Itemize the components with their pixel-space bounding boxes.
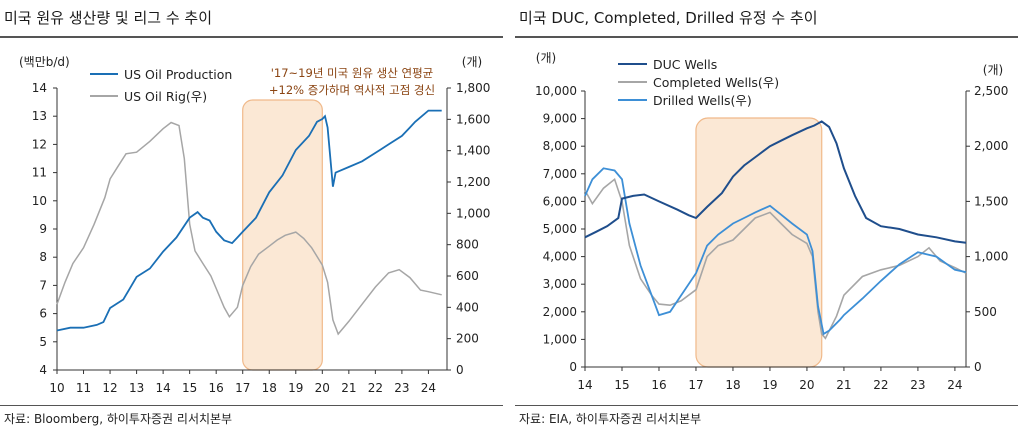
left-y-tick-label: 10 <box>32 194 47 208</box>
right-y-tick-label: 2,000 <box>974 139 1008 153</box>
left-y-tick-label: 9,000 <box>543 112 577 126</box>
us-oil-rig-line <box>56 121 442 336</box>
right-y-tick-label: 800 <box>456 238 479 252</box>
legend-right: DUC Wells Completed Wells(우) Drilled Wel… <box>618 57 779 108</box>
right-y-tick-label: 500 <box>974 305 997 319</box>
legend-label-completed: Completed Wells(우) <box>653 75 779 90</box>
left-y-tick-label: 6,000 <box>543 194 577 208</box>
right-chart-axes: 0 1,000 2,000 3,000 4,000 5,000 6,000 7,000 8,00… <box>535 84 1008 392</box>
left-y-tick-label: 13 <box>32 109 47 123</box>
right-source-note: 자료: EIA, 하이투자증권 리서치본부 <box>519 412 702 426</box>
right-y-tick-label: 1,500 <box>974 194 1008 208</box>
left-y-unit: (백만b/d) <box>19 55 70 69</box>
left-y-tick-label: 5,000 <box>543 222 577 236</box>
left-y-tick-label: 4,000 <box>543 250 577 264</box>
left-y-tick-label: 9 <box>39 222 47 236</box>
right-title-rule <box>515 36 1018 38</box>
left-y-tick-label: 2,000 <box>543 305 577 319</box>
left-y-tick-label: 1,000 <box>543 332 577 346</box>
x-tick-label: 14 <box>577 378 592 392</box>
legend-label-production: US Oil Production <box>124 67 232 82</box>
right-panel-right-y-unit: (개) <box>983 63 1003 77</box>
right-y-tick-label: 2,500 <box>974 84 1008 98</box>
x-tick-label: 17 <box>235 381 250 395</box>
x-tick-label: 17 <box>688 378 703 392</box>
annotation-line-1: '17~19년 미국 원유 생산 연평균 <box>271 66 434 80</box>
right-y-tick-label: 0 <box>456 363 464 377</box>
x-tick-label: 23 <box>910 378 925 392</box>
right-y-tick-label: 200 <box>456 332 479 346</box>
annotation-line-2: +12% 증가하며 역사적 고점 경신 <box>269 83 435 97</box>
x-tick-label: 22 <box>368 381 383 395</box>
x-tick-label: 22 <box>873 378 888 392</box>
right-y-tick-label: 1,600 <box>456 112 490 126</box>
highlight-band-2017-2019 <box>242 99 323 371</box>
left-y-tick-label: 12 <box>32 137 47 151</box>
drilled-wells-line <box>584 167 967 336</box>
duc-wells-line <box>584 120 967 244</box>
x-tick-label: 15 <box>614 378 629 392</box>
x-tick-label: 19 <box>288 381 303 395</box>
left-y-tick-label: 8 <box>39 250 47 264</box>
x-tick-label: 16 <box>209 381 224 395</box>
left-y-tick-label: 14 <box>32 81 47 95</box>
left-chart-axes: 4 5 6 7 8 9 10 11 12 13 14 0 200 400 600 800 1,000 1,200 1… <box>32 81 491 395</box>
right-y-tick-label: 0 <box>974 360 982 374</box>
right-y-tick-label: 1,000 <box>456 206 490 220</box>
duc-completed-drilled-chart: 0 1,000 2,000 3,000 4,000 5,000 6,000 7,000 8,00… <box>535 51 1008 392</box>
x-tick-label: 24 <box>947 378 962 392</box>
left-source-note: 자료: Bloomberg, 하이투자증권 리서치본부 <box>4 412 233 426</box>
x-tick-label: 16 <box>651 378 666 392</box>
right-chart-title: 미국 DUC, Completed, Drilled 유정 수 추이 <box>519 9 818 27</box>
right-y-tick-label: 1,400 <box>456 144 490 158</box>
left-y-tick-label: 5 <box>39 335 47 349</box>
left-chart-title: 미국 원유 생산량 및 리그 수 추이 <box>4 9 213 27</box>
x-tick-label: 14 <box>155 381 170 395</box>
x-tick-label: 13 <box>129 381 144 395</box>
left-y-tick-label: 0 <box>569 360 577 374</box>
left-y-tick-label: 6 <box>39 307 47 321</box>
x-tick-label: 18 <box>262 381 277 395</box>
completed-wells-line <box>584 177 967 340</box>
right-y-tick-label: 1,000 <box>974 250 1008 264</box>
x-tick-label: 18 <box>725 378 740 392</box>
us-oil-production-line <box>56 109 442 332</box>
left-y-tick-label: 8,000 <box>543 139 577 153</box>
left-y-tick-label: 4 <box>39 363 47 377</box>
right-y-tick-label: 600 <box>456 269 479 283</box>
right-chart-panel: 미국 DUC, Completed, Drilled 유정 수 추이 0 1,00… <box>515 0 1030 432</box>
x-tick-label: 10 <box>49 381 64 395</box>
x-tick-label: 20 <box>315 381 330 395</box>
left-title-rule <box>0 36 503 38</box>
x-tick-label: 23 <box>394 381 409 395</box>
x-tick-label: 21 <box>836 378 851 392</box>
legend-label-duc: DUC Wells <box>653 57 717 72</box>
legend-label-rig: US Oil Rig(우) <box>124 89 207 104</box>
x-tick-label: 12 <box>102 381 117 395</box>
left-y-tick-label: 11 <box>32 166 47 180</box>
left-y-tick-label: 7 <box>39 278 47 292</box>
left-y-tick-label: 10,000 <box>535 84 577 98</box>
x-tick-label: 19 <box>762 378 777 392</box>
right-source-rule <box>515 405 1018 406</box>
x-tick-label: 20 <box>799 378 814 392</box>
left-chart-panel: 미국 원유 생산량 및 리그 수 추이 '17~19년 미국 원유 생산 연평균… <box>0 9 503 426</box>
right-y-tick-label: 1,800 <box>456 81 490 95</box>
left-y-tick-label: 7,000 <box>543 167 577 181</box>
right-y-unit: (개) <box>462 55 482 69</box>
right-panel-left-y-unit: (개) <box>536 51 556 65</box>
left-y-tick-label: 3,000 <box>543 277 577 291</box>
x-tick-label: 21 <box>341 381 356 395</box>
right-y-tick-label: 400 <box>456 300 479 314</box>
legend-left: US Oil Production US Oil Rig(우) <box>90 67 232 104</box>
left-source-rule <box>0 405 503 406</box>
x-tick-label: 15 <box>182 381 197 395</box>
legend-label-drilled: Drilled Wells(우) <box>653 93 752 108</box>
oil-production-rig-chart: '17~19년 미국 원유 생산 연평균 +12% 증가하며 역사적 고점 경신… <box>19 55 491 395</box>
x-tick-label: 11 <box>76 381 91 395</box>
x-tick-label: 24 <box>421 381 436 395</box>
right-y-tick-label: 1,200 <box>456 175 490 189</box>
